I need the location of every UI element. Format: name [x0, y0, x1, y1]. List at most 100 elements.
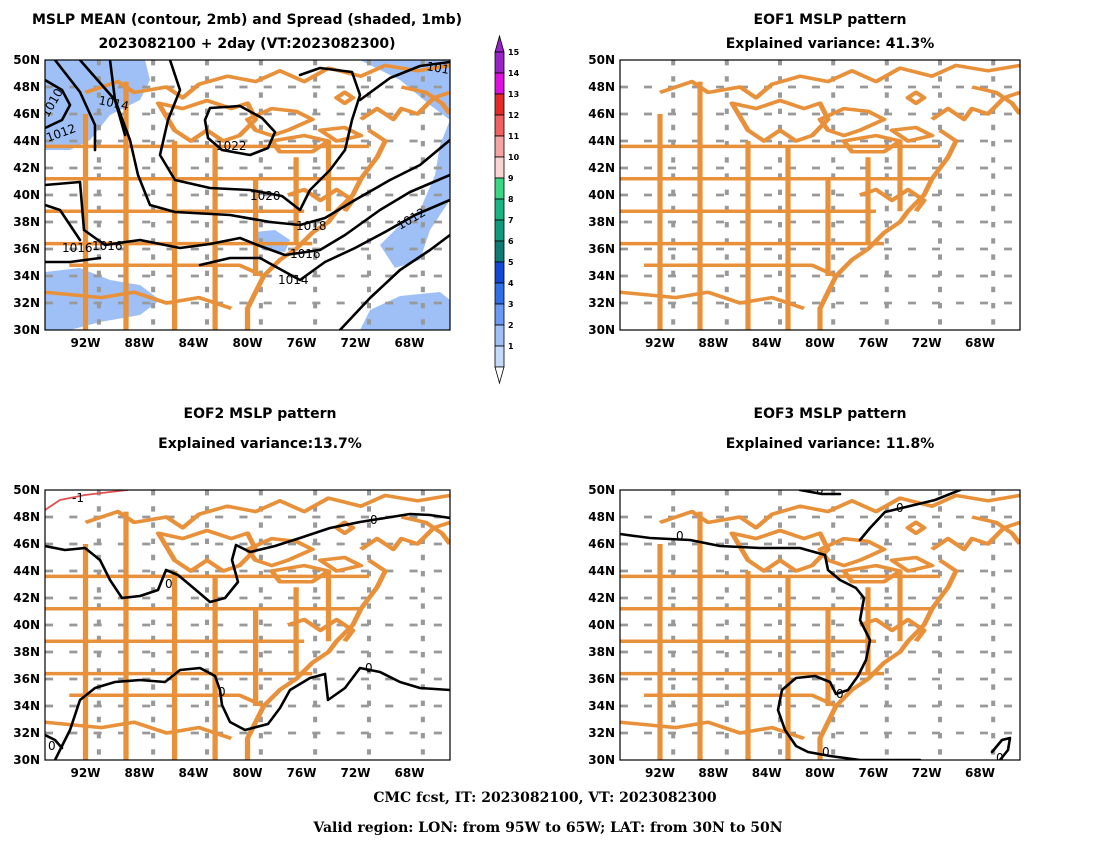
lon-tick-label: 92W: [71, 766, 101, 780]
colorbar-cell: [494, 135, 505, 158]
contour-label: 0: [996, 751, 1004, 765]
contour-label: 1016: [92, 239, 123, 253]
lon-tick-label: 80W: [233, 766, 263, 780]
lon-tick-label: 80W: [805, 336, 835, 350]
eof-contour-negative: [45, 490, 129, 511]
lat-tick-label: 34N: [13, 699, 40, 713]
colorbar-label: 15: [508, 48, 520, 57]
contour-label: 0: [836, 687, 844, 701]
lon-tick-label: 84W: [179, 766, 209, 780]
lon-tick-label: 72W: [912, 336, 942, 350]
lat-tick-label: 42N: [588, 591, 615, 605]
contour-label: 1018: [296, 219, 327, 233]
lon-tick-label: 68W: [395, 766, 425, 780]
map-frame: [44, 59, 451, 331]
lat-tick-label: 30N: [588, 753, 615, 767]
colorbar-label: 8: [508, 195, 514, 204]
colorbar-arrow-top: [494, 34, 505, 53]
lat-tick-label: 34N: [588, 699, 615, 713]
mslp-contour-1016: [45, 173, 450, 257]
lat-tick-label: 36N: [13, 242, 40, 256]
lat-tick-label: 38N: [13, 215, 40, 229]
lat-tick-label: 50N: [588, 483, 615, 497]
panel-eof2-subtitle: Explained variance:13.7%: [158, 436, 362, 452]
lon-tick-label: 76W: [287, 766, 317, 780]
mslp-contour-1020: [158, 60, 362, 212]
lon-tick-label: 92W: [645, 336, 675, 350]
lat-tick-label: 44N: [13, 564, 40, 578]
mslp-contour-1018: [78, 60, 450, 227]
panel-eof1-subtitle: Explained variance: 41.3%: [726, 36, 935, 52]
map-frame: [619, 489, 1021, 761]
eof-zero-contour: [990, 736, 1012, 760]
colorbar-label: 12: [508, 111, 519, 120]
spread-shading: [360, 292, 450, 330]
mslp-contour-1012: [45, 78, 450, 330]
lat-axis: 50N 48N 46N 44N 42N 40N 38N 36N 34N 32N 30N: [13, 483, 40, 767]
contour-label: 0: [165, 577, 173, 591]
colorbar-cell: [494, 198, 505, 221]
lon-axis: 92W 88W 84W 80W 76W 72W 68W: [71, 766, 425, 780]
colorbar-cell: [494, 93, 505, 116]
colorbar-label: 1: [508, 342, 514, 351]
map-frame: [44, 489, 451, 761]
panel-mean-subtitle: 2023082100 + 2day (VT:2023082300): [98, 36, 395, 52]
contour-label: 1014: [278, 273, 309, 287]
contour-label: 1016: [62, 241, 93, 255]
eof-zero-contour: [53, 666, 450, 760]
lat-tick-label: 46N: [588, 107, 615, 121]
colorbar-label: 7: [508, 216, 514, 225]
lat-tick-label: 30N: [13, 753, 40, 767]
lon-tick-label: 76W: [858, 766, 888, 780]
lat-tick-label: 40N: [13, 618, 40, 632]
contour-label: 0: [48, 739, 56, 753]
colorbar-cell: [494, 72, 505, 95]
lon-tick-label: 80W: [233, 336, 263, 350]
panel-eof3-title: EOF3 MSLP pattern: [754, 406, 907, 422]
eof-zero-contour: [858, 490, 962, 542]
lat-tick-label: 50N: [588, 53, 615, 67]
colorbar-cell: [494, 261, 505, 284]
lon-tick-label: 72W: [912, 766, 942, 780]
contour-label: 0: [896, 501, 904, 515]
colorbar-cell: [494, 282, 505, 305]
lat-tick-label: 48N: [588, 80, 615, 94]
panel-eof3: EOF3 MSLP pattern Explained variance: 11…: [588, 406, 1021, 780]
lat-tick-label: 44N: [588, 134, 615, 148]
lon-tick-label: 84W: [179, 336, 209, 350]
lon-tick-label: 88W: [698, 766, 728, 780]
lat-tick-label: 32N: [13, 726, 40, 740]
lat-tick-label: 42N: [13, 161, 40, 175]
lat-tick-label: 38N: [588, 645, 615, 659]
contour-label: 0: [816, 483, 824, 497]
footer-forecast-info: CMC fcst, IT: 2023082100, VT: 2023082300: [373, 790, 716, 806]
spread-colorbar: 15 14 13 12 11 10 9 8 7 6 5 4 3 2 1: [494, 34, 520, 385]
contour-label: 0: [676, 529, 684, 543]
lat-tick-label: 32N: [588, 296, 615, 310]
panel-eof3-subtitle: Explained variance: 11.8%: [726, 436, 935, 452]
colorbar-label: 10: [508, 153, 520, 162]
contour-label: 1016: [425, 59, 458, 78]
eof-zero-contour: [620, 532, 922, 760]
colorbar-cell: [494, 114, 505, 137]
contour-label: 0: [370, 513, 378, 527]
colorbar-label: 2: [508, 321, 514, 330]
mslp-contour-1014: [53, 60, 450, 282]
mslp-contour-1018b: [45, 203, 82, 242]
lat-tick-label: 50N: [13, 483, 40, 497]
lat-tick-label: 36N: [588, 242, 615, 256]
panel-eof2: EOF2 MSLP pattern Explained variance:13.…: [13, 406, 451, 780]
lat-tick-label: 34N: [588, 269, 615, 283]
lat-axis: 50N 48N 46N 44N 42N 40N 38N 36N 34N 32N 30N: [588, 483, 615, 767]
lon-tick-label: 92W: [645, 766, 675, 780]
map-frame: [619, 59, 1021, 331]
lat-tick-label: 32N: [588, 726, 615, 740]
colorbar-cell: [494, 240, 505, 263]
lat-tick-label: 32N: [13, 296, 40, 310]
colorbar-label: 14: [508, 69, 520, 78]
colorbar-cell: [494, 303, 505, 326]
lon-tick-label: 88W: [125, 336, 155, 350]
lat-tick-label: 50N: [13, 53, 40, 67]
lat-tick-label: 36N: [588, 672, 615, 686]
